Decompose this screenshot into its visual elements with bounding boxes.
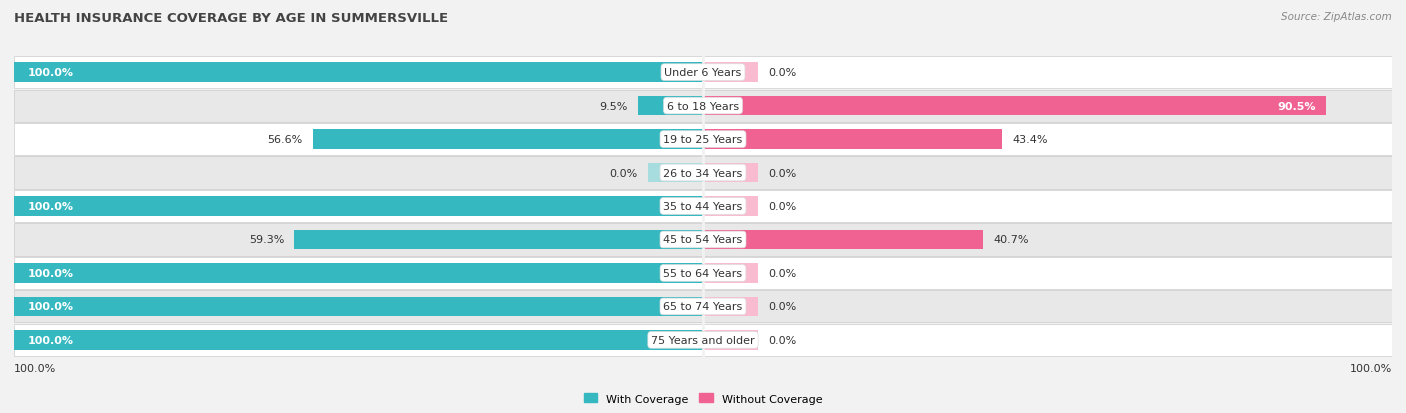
Text: HEALTH INSURANCE COVERAGE BY AGE IN SUMMERSVILLE: HEALTH INSURANCE COVERAGE BY AGE IN SUMM… — [14, 12, 449, 25]
Bar — [14, 324, 1392, 356]
Bar — [14, 157, 1392, 189]
Text: 100.0%: 100.0% — [28, 301, 75, 312]
Bar — [14, 190, 1392, 223]
Text: 56.6%: 56.6% — [267, 135, 302, 145]
Text: 19 to 25 Years: 19 to 25 Years — [664, 135, 742, 145]
Bar — [14, 224, 1392, 256]
Text: 55 to 64 Years: 55 to 64 Years — [664, 268, 742, 278]
Text: 45 to 54 Years: 45 to 54 Years — [664, 235, 742, 245]
Text: 35 to 44 Years: 35 to 44 Years — [664, 202, 742, 211]
Text: 40.7%: 40.7% — [994, 235, 1029, 245]
Bar — [14, 57, 1392, 89]
Bar — [703, 230, 983, 249]
Bar — [703, 197, 758, 216]
Text: 100.0%: 100.0% — [28, 68, 75, 78]
Text: 0.0%: 0.0% — [769, 68, 797, 78]
Bar — [703, 297, 758, 316]
Text: 100.0%: 100.0% — [28, 335, 75, 345]
Text: 100.0%: 100.0% — [28, 202, 75, 211]
Text: 65 to 74 Years: 65 to 74 Years — [664, 301, 742, 312]
Bar — [14, 197, 703, 216]
Bar — [703, 330, 758, 350]
Text: 6 to 18 Years: 6 to 18 Years — [666, 101, 740, 112]
Text: 59.3%: 59.3% — [249, 235, 284, 245]
Bar — [14, 90, 1392, 122]
Bar — [648, 164, 703, 183]
Text: Source: ZipAtlas.com: Source: ZipAtlas.com — [1281, 12, 1392, 22]
Text: 43.4%: 43.4% — [1012, 135, 1047, 145]
Text: 100.0%: 100.0% — [28, 268, 75, 278]
Bar — [14, 63, 703, 83]
Text: 0.0%: 0.0% — [769, 335, 797, 345]
Text: 0.0%: 0.0% — [769, 168, 797, 178]
Text: 0.0%: 0.0% — [769, 301, 797, 312]
Bar — [703, 97, 1326, 116]
Legend: With Coverage, Without Coverage: With Coverage, Without Coverage — [579, 389, 827, 408]
Bar — [14, 257, 1392, 290]
Bar — [14, 330, 703, 350]
Text: 0.0%: 0.0% — [769, 202, 797, 211]
Bar — [703, 130, 1002, 150]
Bar — [14, 297, 703, 316]
Bar — [703, 63, 758, 83]
Text: 100.0%: 100.0% — [1350, 363, 1392, 373]
Text: 100.0%: 100.0% — [14, 363, 56, 373]
Text: 0.0%: 0.0% — [609, 168, 637, 178]
Bar — [294, 230, 703, 249]
Bar — [314, 130, 703, 150]
Text: Under 6 Years: Under 6 Years — [665, 68, 741, 78]
Text: 26 to 34 Years: 26 to 34 Years — [664, 168, 742, 178]
Bar — [14, 291, 1392, 323]
Bar — [637, 97, 703, 116]
Bar — [14, 123, 1392, 156]
Text: 75 Years and older: 75 Years and older — [651, 335, 755, 345]
Text: 9.5%: 9.5% — [599, 101, 627, 112]
Bar — [703, 164, 758, 183]
Bar — [14, 263, 703, 283]
Text: 90.5%: 90.5% — [1278, 101, 1316, 112]
Text: 0.0%: 0.0% — [769, 268, 797, 278]
Bar — [703, 263, 758, 283]
